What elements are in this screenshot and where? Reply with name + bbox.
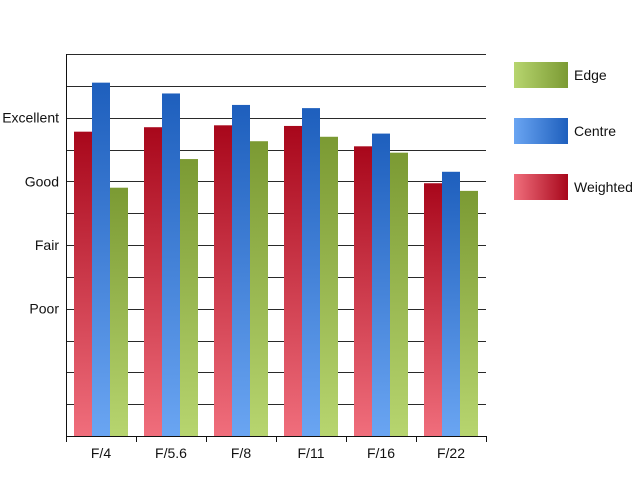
x-tick-label: F/5.6 [155, 445, 187, 461]
gridlines [66, 54, 486, 405]
y-tick-labels: Poor Fair Good Excellent [2, 110, 59, 317]
legend-swatch-weighted [514, 174, 568, 200]
bar-weighted-f22 [424, 183, 442, 436]
bar-weighted-f56 [144, 127, 162, 436]
y-tick-label: Fair [35, 237, 59, 253]
x-tick-labels: F/4 F/5.6 F/8 F/11 F/16 F/22 [91, 445, 465, 461]
bar-centre-f16 [372, 133, 390, 437]
y-tick-label: Excellent [2, 110, 59, 126]
x-tick-label: F/11 [298, 445, 325, 461]
bar-weighted-f8 [214, 125, 232, 436]
bar-edge-f8 [250, 141, 268, 436]
axes [66, 54, 487, 442]
bar-edge-f4 [110, 187, 128, 436]
y-tick-label: Good [25, 173, 59, 189]
bar-centre-f4 [92, 82, 110, 437]
y-tick-label: Poor [29, 301, 59, 317]
bar-centre-f56 [162, 93, 180, 437]
legend-label-edge: Edge [574, 67, 607, 83]
bar-centre-f8 [232, 104, 250, 436]
bar-centre-f22 [442, 171, 460, 437]
x-tick-label: F/22 [437, 445, 465, 461]
legend: Edge Centre Weighted [514, 62, 633, 200]
bar-edge-f56 [180, 159, 198, 437]
bar-weighted-f11 [284, 125, 302, 437]
legend-label-weighted: Weighted [574, 179, 633, 195]
bar-weighted-f16 [354, 146, 372, 437]
bar-edge-f16 [390, 152, 408, 436]
legend-swatch-centre [514, 118, 568, 144]
bar-centre-f11 [302, 108, 320, 436]
x-tick-label: F/16 [367, 445, 395, 461]
bar-edge-f22 [460, 190, 478, 436]
legend-swatch-edge [514, 62, 568, 88]
bar-edge-f11 [320, 136, 338, 436]
x-tick-label: F/8 [231, 445, 251, 461]
bars [74, 82, 478, 437]
legend-label-centre: Centre [574, 123, 616, 139]
bar-weighted-f4 [74, 131, 92, 436]
x-tick-label: F/4 [91, 445, 111, 461]
